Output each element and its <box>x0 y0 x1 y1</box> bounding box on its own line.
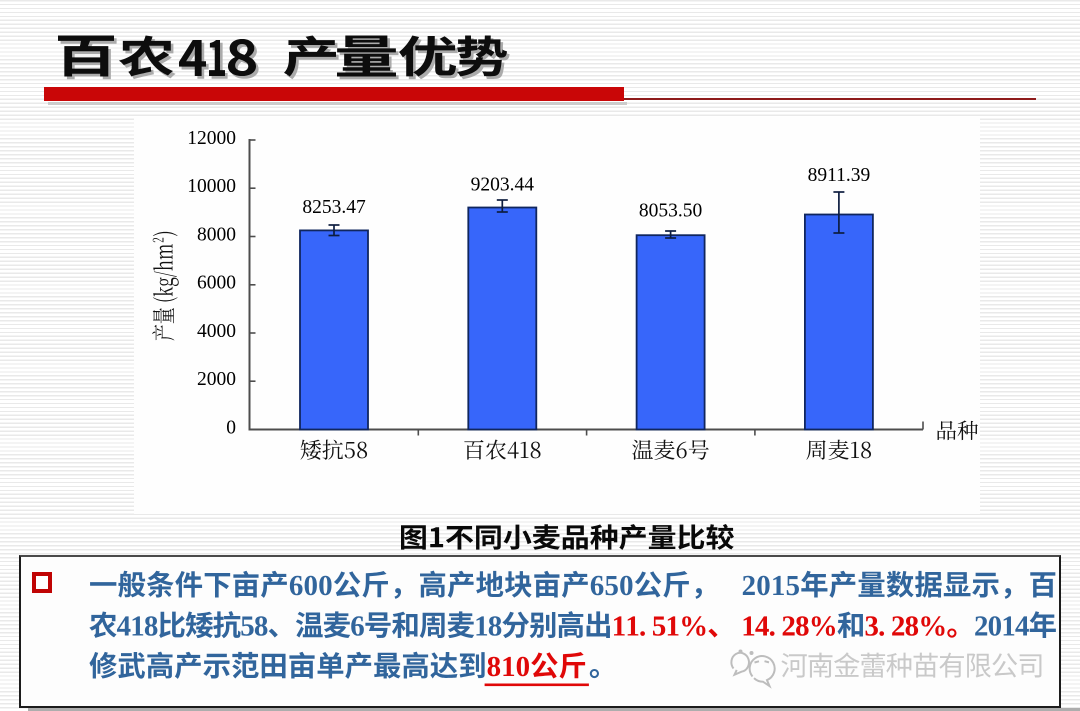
svg-text:12000: 12000 <box>187 128 236 149</box>
svg-text:8911.39: 8911.39 <box>808 165 871 186</box>
svg-text:6000: 6000 <box>197 273 236 294</box>
svg-text:8053.50: 8053.50 <box>639 201 702 222</box>
svg-text:0: 0 <box>226 417 236 438</box>
svg-text:8000: 8000 <box>197 224 236 245</box>
svg-text:9203.44: 9203.44 <box>471 175 535 196</box>
svg-text:2000: 2000 <box>197 369 236 390</box>
svg-text:10000: 10000 <box>187 176 236 197</box>
svg-text:8253.47: 8253.47 <box>302 197 366 218</box>
svg-text:4000: 4000 <box>197 321 236 342</box>
